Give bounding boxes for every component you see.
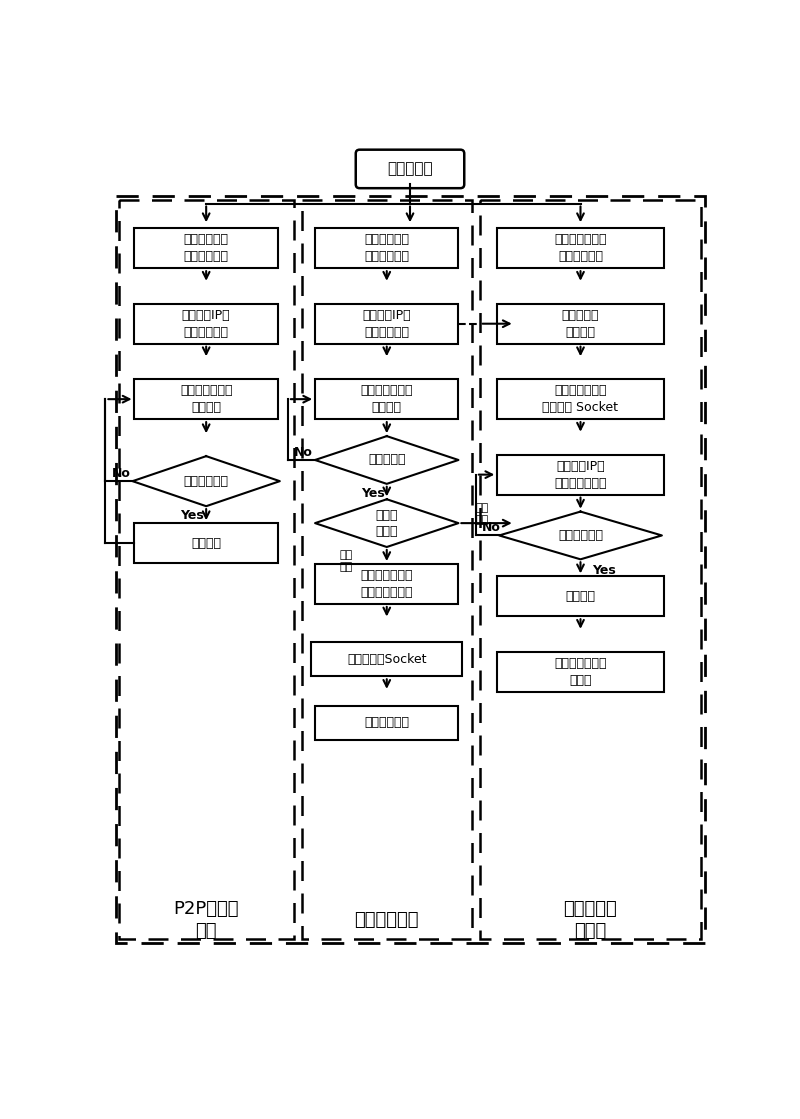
Text: Yes: Yes	[361, 487, 385, 499]
Bar	[115, 196, 705, 943]
Text: 根据传递的端口
参数创建 Socket: 根据传递的端口 参数创建 Socket	[542, 384, 618, 414]
FancyBboxPatch shape	[356, 150, 464, 188]
FancyBboxPatch shape	[315, 303, 458, 344]
Bar	[480, 199, 701, 939]
Text: 终止此子线程: 终止此子线程	[364, 716, 410, 730]
Text: 解析数据: 解析数据	[566, 590, 595, 603]
FancyBboxPatch shape	[134, 303, 278, 344]
FancyBboxPatch shape	[311, 642, 462, 676]
Text: 释放此用户所占
绘图区、信息栏: 释放此用户所占 绘图区、信息栏	[361, 568, 413, 599]
Text: 为此用户创
建子线程: 为此用户创 建子线程	[562, 309, 599, 339]
Text: No: No	[294, 445, 313, 459]
Text: 关闭对应的Socket: 关闭对应的Socket	[347, 652, 426, 666]
Text: 启动监听线程，
开始监听: 启动监听线程， 开始监听	[361, 384, 413, 414]
Text: 接收到数据？: 接收到数据？	[558, 529, 603, 542]
Text: 绑定本地IP和
新分配的端口号: 绑定本地IP和 新分配的端口号	[554, 460, 606, 490]
Text: Yes: Yes	[180, 509, 204, 521]
Text: 绑定本地IP和
端口到套接字: 绑定本地IP和 端口到套接字	[182, 309, 230, 339]
FancyBboxPatch shape	[134, 379, 278, 420]
FancyBboxPatch shape	[315, 706, 458, 740]
FancyBboxPatch shape	[497, 379, 664, 420]
Text: 判断消
息类型: 判断消 息类型	[375, 509, 398, 537]
FancyBboxPatch shape	[134, 228, 278, 269]
FancyBboxPatch shape	[497, 651, 664, 692]
Polygon shape	[315, 436, 458, 483]
Text: 监听连接线程: 监听连接线程	[354, 911, 419, 929]
Bar	[302, 199, 472, 939]
Text: 断开
请求: 断开 请求	[340, 549, 353, 572]
FancyBboxPatch shape	[497, 576, 664, 617]
Bar	[119, 199, 294, 939]
Text: 主线程开始: 主线程开始	[387, 161, 433, 177]
FancyBboxPatch shape	[315, 228, 458, 269]
Text: 绑定本地IP和
端口到套接字: 绑定本地IP和 端口到套接字	[362, 309, 411, 339]
Text: No: No	[482, 521, 501, 534]
Text: 客户端响应
子线程: 客户端响应 子线程	[563, 900, 617, 940]
Text: No: No	[111, 467, 130, 480]
Text: 收到消息？: 收到消息？	[368, 453, 406, 467]
FancyBboxPatch shape	[497, 454, 664, 495]
FancyBboxPatch shape	[497, 228, 664, 269]
Text: P2P服务器
线程: P2P服务器 线程	[174, 900, 239, 940]
Text: 有连接请求？: 有连接请求？	[184, 474, 229, 488]
FancyBboxPatch shape	[315, 564, 458, 604]
Text: 创建监听套接
字，指定端口: 创建监听套接 字，指定端口	[364, 233, 410, 263]
Text: Yes: Yes	[592, 564, 616, 577]
Text: 处理请求: 处理请求	[191, 537, 221, 549]
Text: 启动监听线程，
开始监听: 启动监听线程， 开始监听	[180, 384, 233, 414]
Text: 创建监听套接
字，指定端口: 创建监听套接 字，指定端口	[184, 233, 229, 263]
Text: 对比报警阈、绘
制被形: 对比报警阈、绘 制被形	[554, 657, 606, 687]
Text: 为此用户动态分
配端口并告知: 为此用户动态分 配端口并告知	[554, 233, 606, 263]
Text: 连接
请求: 连接 请求	[475, 502, 488, 525]
FancyBboxPatch shape	[134, 523, 278, 563]
Polygon shape	[315, 499, 458, 547]
FancyBboxPatch shape	[497, 303, 664, 344]
Polygon shape	[133, 457, 280, 506]
FancyBboxPatch shape	[315, 379, 458, 420]
Polygon shape	[499, 511, 662, 560]
